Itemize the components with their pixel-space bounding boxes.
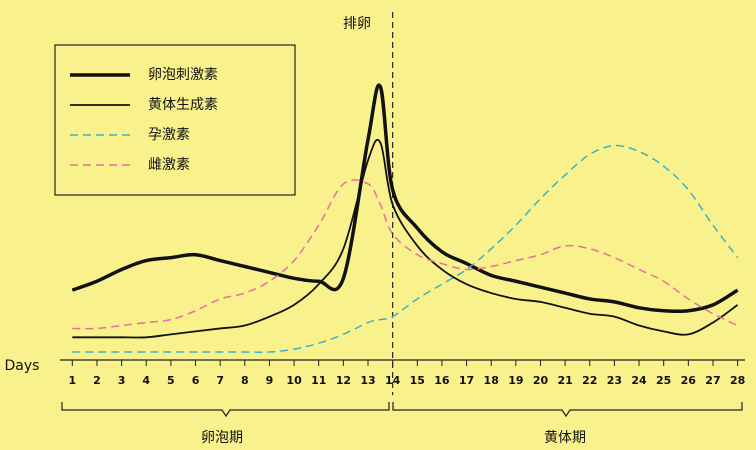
legend-label: 黄体生成素 — [148, 96, 218, 113]
x-tick-label: 14 — [385, 374, 401, 387]
series-line — [72, 138, 739, 339]
x-tick-label: 26 — [681, 374, 697, 387]
follicular-bracket — [61, 402, 390, 418]
x-tick-label: 8 — [241, 374, 249, 387]
x-tick-label: 15 — [410, 374, 425, 387]
x-tick-label: 9 — [266, 374, 274, 387]
x-tick-label: 17 — [459, 374, 474, 387]
luteal-bracket — [392, 402, 743, 418]
legend-box — [54, 44, 296, 196]
x-tick-label: 25 — [656, 374, 671, 387]
x-tick-label: 3 — [118, 374, 126, 387]
series-line — [71, 83, 739, 314]
x-tick-label: 5 — [167, 374, 175, 387]
x-tick-label: 27 — [705, 374, 720, 387]
x-tick-label: 12 — [336, 374, 351, 387]
x-tick-label: 22 — [582, 374, 597, 387]
x-tick-label: 21 — [557, 374, 572, 387]
x-axis-label: Days — [5, 358, 40, 374]
x-tick-label: 19 — [508, 374, 523, 387]
x-tick-label: 2 — [93, 374, 101, 387]
x-tick-label: 4 — [142, 374, 150, 387]
x-tick-label: 20 — [533, 374, 549, 387]
x-tick-label: 6 — [192, 374, 200, 387]
x-tick-label: 23 — [607, 374, 622, 387]
legend-label: 卵泡刺激素 — [148, 66, 218, 83]
phase-label: 卵泡期 — [201, 430, 243, 446]
legend-label: 孕激素 — [148, 126, 190, 143]
x-tick-label: 7 — [216, 374, 224, 387]
x-tick-label: 10 — [286, 374, 302, 387]
x-tick-label: 1 — [68, 374, 76, 387]
x-tick-label: 18 — [484, 374, 499, 387]
x-tick-label: 11 — [311, 374, 326, 387]
x-tick-label: 13 — [360, 374, 375, 387]
ovulation-label: 排卵 — [343, 16, 371, 32]
legend-label: 雌激素 — [148, 156, 190, 173]
x-tick-label: 24 — [631, 374, 647, 387]
x-tick-label: 16 — [434, 374, 450, 387]
x-tick-label: 28 — [730, 374, 745, 387]
series-line — [72, 179, 738, 330]
phase-label: 黄体期 — [544, 429, 586, 446]
series-line — [72, 144, 739, 354]
